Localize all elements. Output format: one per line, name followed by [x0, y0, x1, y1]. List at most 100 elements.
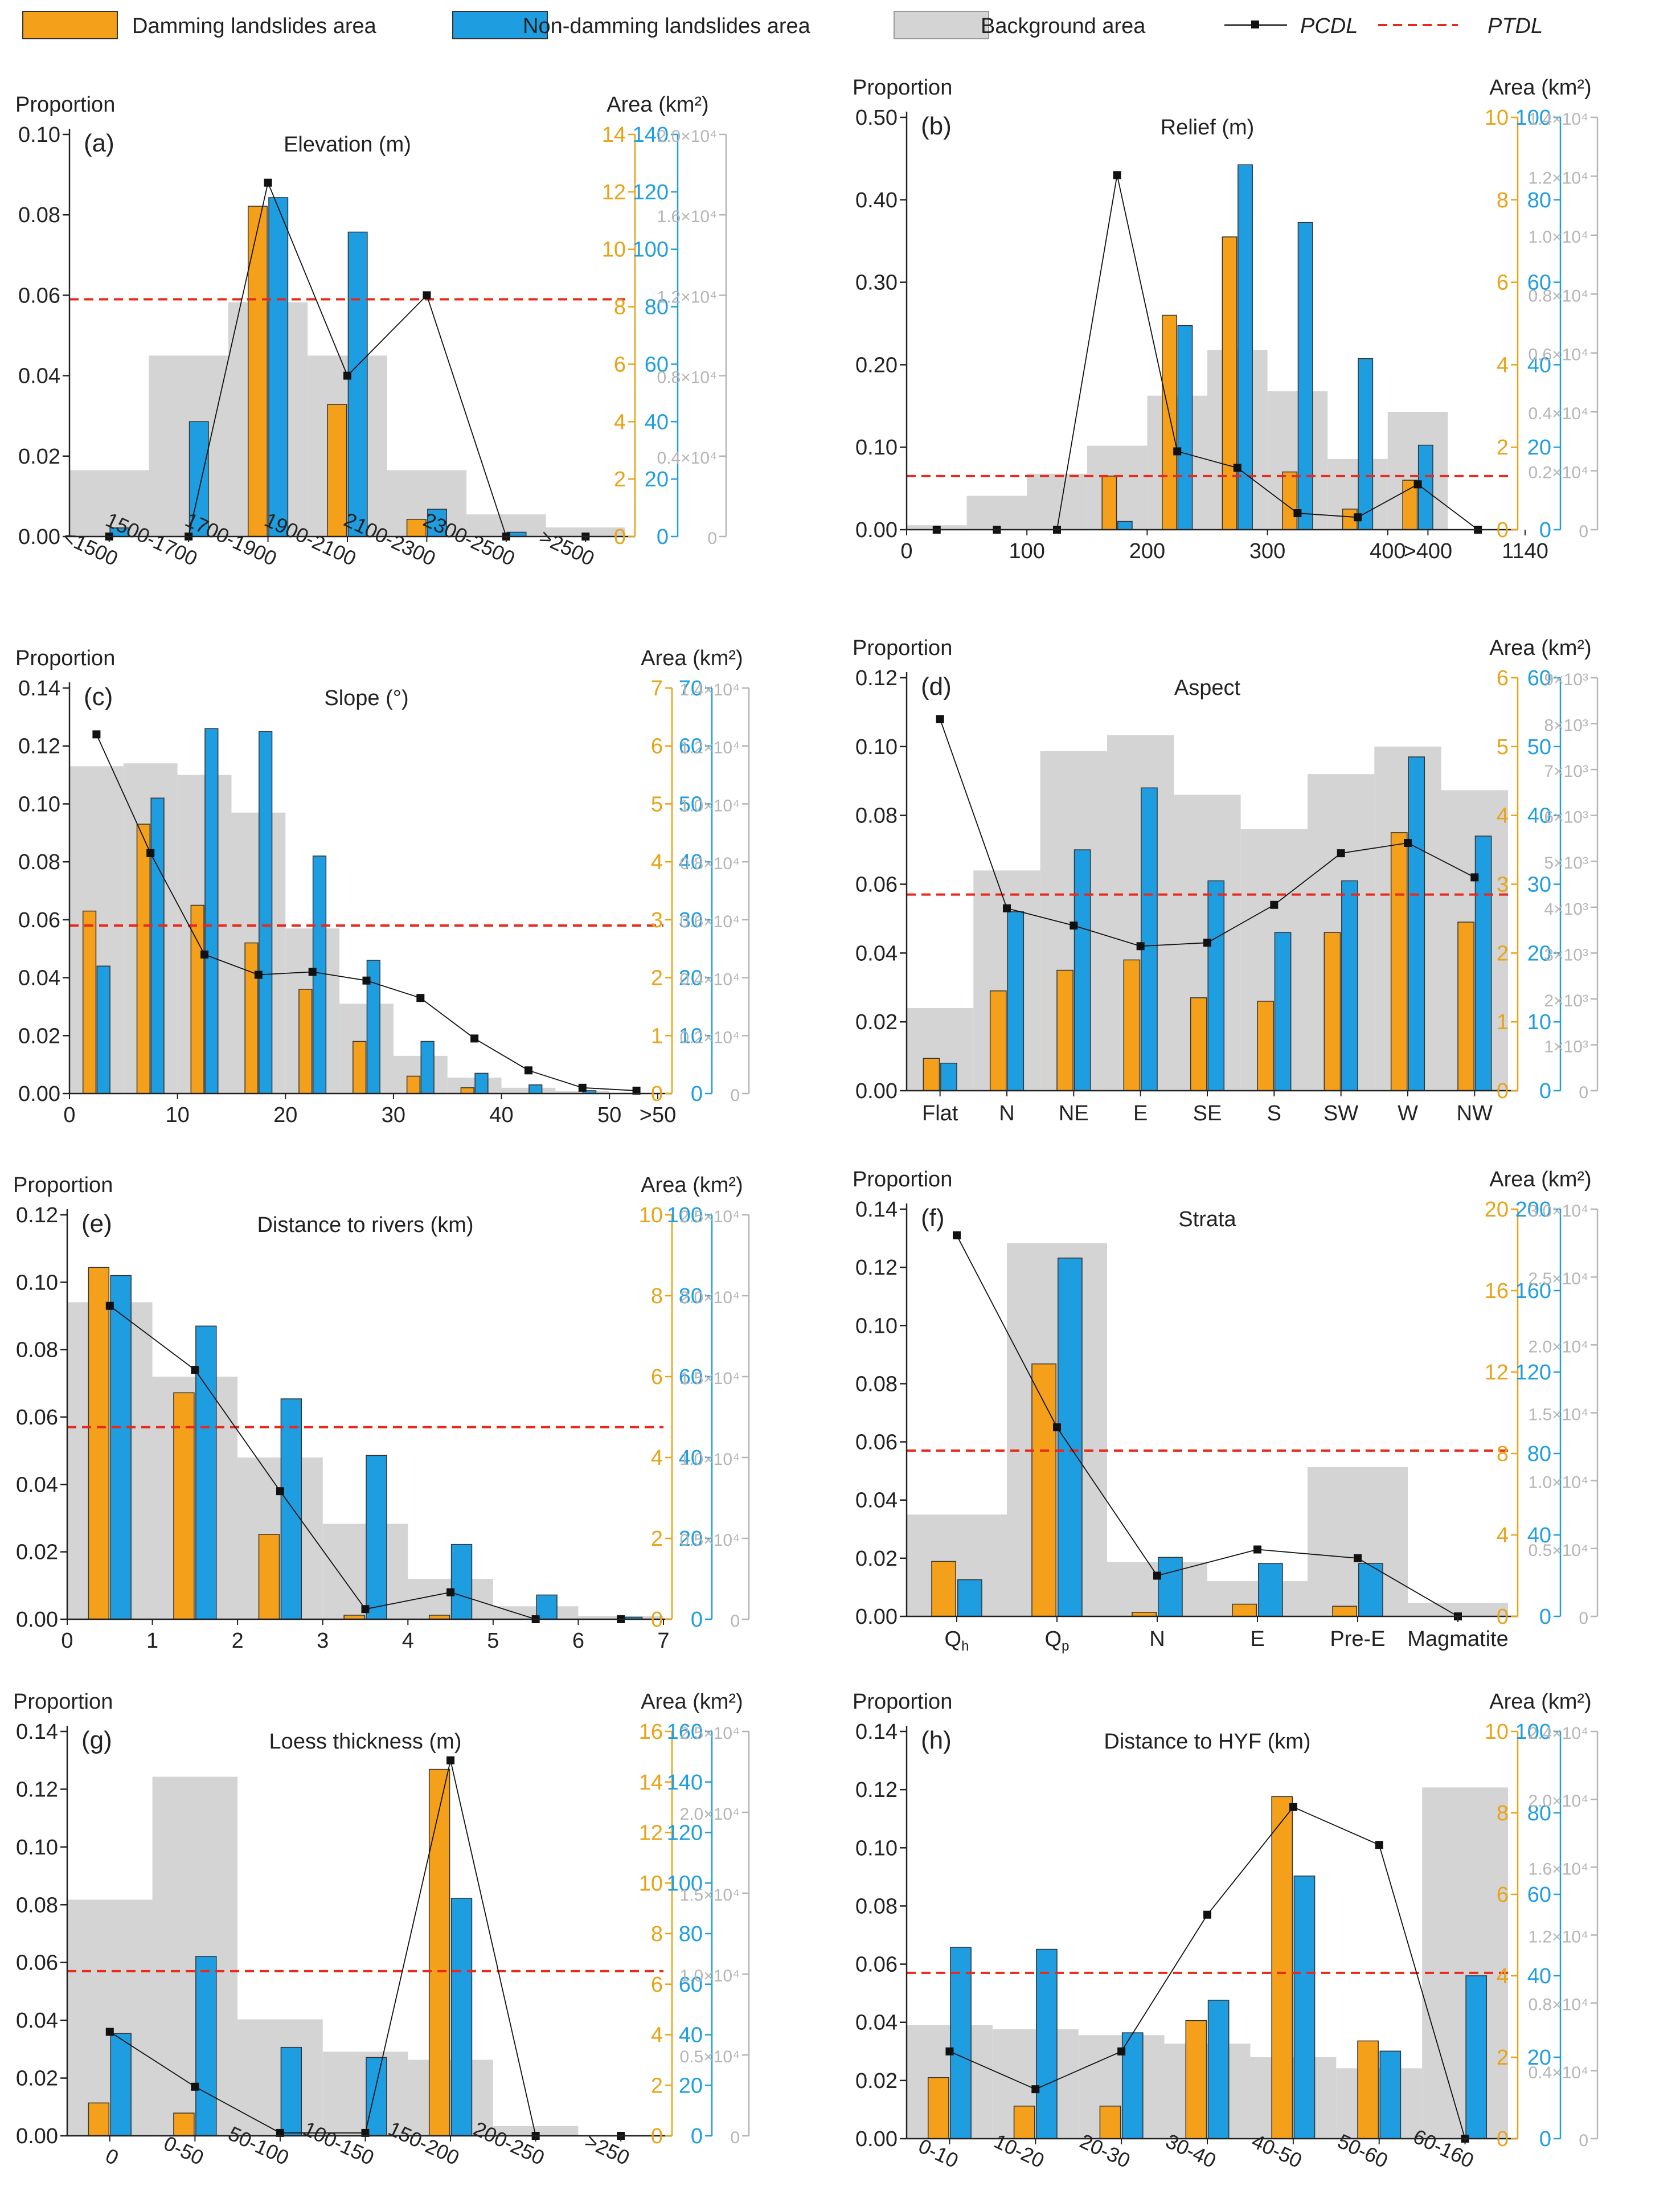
x-tick-label: 1140	[1502, 539, 1548, 563]
non-damming-axis-tick-label: 40	[1527, 353, 1551, 377]
damming-axis-tick-label: 5	[1497, 735, 1509, 759]
background-bar	[992, 2029, 1079, 2139]
background-axis-tick-label: 4×10³	[1544, 900, 1588, 919]
left-axis-tick-label: 0.12	[16, 1778, 58, 1801]
non-damming-axis-tick-label: 80	[1527, 1442, 1551, 1466]
panel-d: 0.00 0.02 0.04 0.06 0.08 0.10 0.12 Flat N NE E SE S S…	[853, 636, 1599, 1125]
background-bar	[67, 1899, 153, 2136]
panel-f: 0.00 0.02 0.04 0.06 0.08 0.10 0.12 0.14 Qh Qp N E Pr…	[853, 1168, 1599, 1654]
left-axis-title: Proportion	[853, 76, 952, 100]
damming-axis-tick-label: 10	[1485, 106, 1509, 130]
damming-axis-tick-label: 6	[651, 1973, 663, 1997]
left-axis-tick-label: 0.06	[18, 908, 60, 932]
damming-bar	[298, 989, 313, 1094]
non-damming-bar	[1358, 1563, 1383, 1617]
right-axis-title: Area (km²)	[607, 93, 708, 117]
damming-axis-tick-label: 0	[614, 525, 626, 549]
pcdl-point	[524, 1066, 532, 1075]
background-axis-tick-label: 3.0×10⁴	[1529, 1202, 1588, 1221]
background-axis-tick-label: 2.0×10⁴	[1529, 1337, 1588, 1356]
non-damming-axis-tick-label: 70	[679, 677, 703, 701]
left-axis-tick-label: 0.00	[855, 518, 898, 542]
damming-axis-tick-label: 0	[651, 1082, 663, 1106]
left-axis-tick-label: 0.06	[18, 284, 60, 308]
x-tick-label: 300	[1249, 539, 1285, 563]
damming-axis-tick-label: 8	[1497, 1801, 1509, 1825]
background-bar	[1240, 829, 1308, 1091]
non-damming-bar	[366, 1455, 387, 1620]
panel-label: (c)	[84, 683, 113, 711]
non-damming-axis-tick-label: 60	[679, 735, 703, 759]
damming-bar	[989, 990, 1007, 1091]
panel-a: 0.000.020.040.060.080.10<15001500-170017…	[15, 93, 727, 570]
non-damming-axis-tick-label: 120	[667, 1821, 703, 1845]
left-axis-tick-label: 0.14	[855, 1198, 898, 1222]
x-tick-label: 40	[489, 1103, 513, 1127]
non-damming-axis-tick-label: 40	[679, 2024, 703, 2048]
non-damming-axis-tick-label: 140	[633, 123, 669, 147]
pcdl-point	[276, 1487, 284, 1496]
damming-bar	[258, 1534, 280, 1620]
x-tick-label: 2	[232, 1629, 244, 1653]
left-axis-tick-label: 0.08	[855, 1894, 898, 1918]
left-axis-tick-label: 0.06	[16, 1406, 58, 1430]
pcdl-point	[361, 2128, 370, 2137]
background-axis-tick-label: 0	[730, 1086, 740, 1105]
damming-axis-tick-label: 0	[651, 2124, 663, 2148]
right-axis-title: Area (km²)	[641, 646, 743, 670]
damming-bar	[1357, 2040, 1379, 2139]
panel-label: (g)	[81, 1726, 112, 1754]
background-bar	[408, 1579, 493, 1619]
damming-axis-tick-label: 6	[614, 353, 626, 376]
non-damming-axis-tick-label: 10	[1527, 1010, 1551, 1034]
non-damming-axis-tick-label: 80	[645, 296, 669, 320]
left-axis-tick-label: 0.12	[16, 1203, 58, 1227]
damming-bar	[1162, 314, 1177, 530]
damming-axis-tick-label: 7	[651, 677, 663, 701]
right-axis-title: Area (km²)	[1489, 636, 1591, 660]
left-axis-tick-label: 0.12	[855, 1778, 898, 1802]
left-axis-tick-label: 0.12	[855, 666, 898, 690]
background-bar	[1422, 1787, 1508, 2139]
left-axis-tick-label: 0.10	[855, 735, 898, 759]
pcdl-point	[362, 976, 371, 985]
damming-axis-tick-label: 4	[614, 410, 626, 434]
pcdl-point	[343, 371, 351, 380]
non-damming-bar	[280, 1398, 302, 1620]
background-bar	[177, 775, 232, 1094]
background-bar	[907, 1514, 1007, 1616]
non-damming-axis-tick-label: 40	[679, 850, 703, 874]
panel-g: 0.000.020.040.060.080.100.120.140 0-50 50-…	[13, 1690, 750, 2170]
non-damming-bar	[195, 1956, 217, 2136]
non-damming-bar	[1207, 880, 1225, 1091]
panel-c: 0.000.020.040.060.080.100.120.140 10 20 30 4…	[15, 646, 750, 1127]
background-axis-tick-label: 0	[1579, 1609, 1588, 1628]
damming-axis-tick-label: 10	[639, 1872, 663, 1895]
x-tick-label: Flat	[922, 1102, 958, 1125]
x-tick-label: 0-50	[160, 2131, 207, 2170]
pcdl-point	[1293, 509, 1302, 518]
left-axis-tick-label: 0.10	[18, 792, 60, 816]
non-damming-bar	[1258, 1563, 1283, 1617]
background-bar	[966, 496, 1027, 530]
left-axis-tick-label: 0.00	[855, 1605, 898, 1629]
non-damming-axis-tick-label: 0	[1539, 2127, 1551, 2151]
left-axis-tick-label: 0.02	[18, 445, 60, 469]
non-damming-axis-tick-label: 60	[1527, 666, 1551, 690]
left-axis-title: Proportion	[13, 1690, 113, 1714]
damming-axis-tick-label: 10	[639, 1203, 663, 1227]
non-damming-bar	[280, 2046, 302, 2136]
panel-title: Elevation (m)	[284, 133, 411, 157]
background-bar	[1441, 790, 1508, 1091]
non-damming-bar	[150, 797, 165, 1094]
non-damming-bar	[1121, 2032, 1144, 2139]
non-damming-bar	[366, 2057, 387, 2136]
background-axis-tick-label: 5×10³	[1544, 854, 1588, 873]
non-damming-bar	[528, 1084, 543, 1094]
background-bar	[69, 766, 124, 1094]
left-axis-title: Proportion	[853, 1690, 952, 1714]
damming-bar	[1457, 922, 1474, 1091]
non-damming-bar	[268, 197, 289, 537]
left-axis-tick-label: 0.00	[18, 1082, 60, 1106]
